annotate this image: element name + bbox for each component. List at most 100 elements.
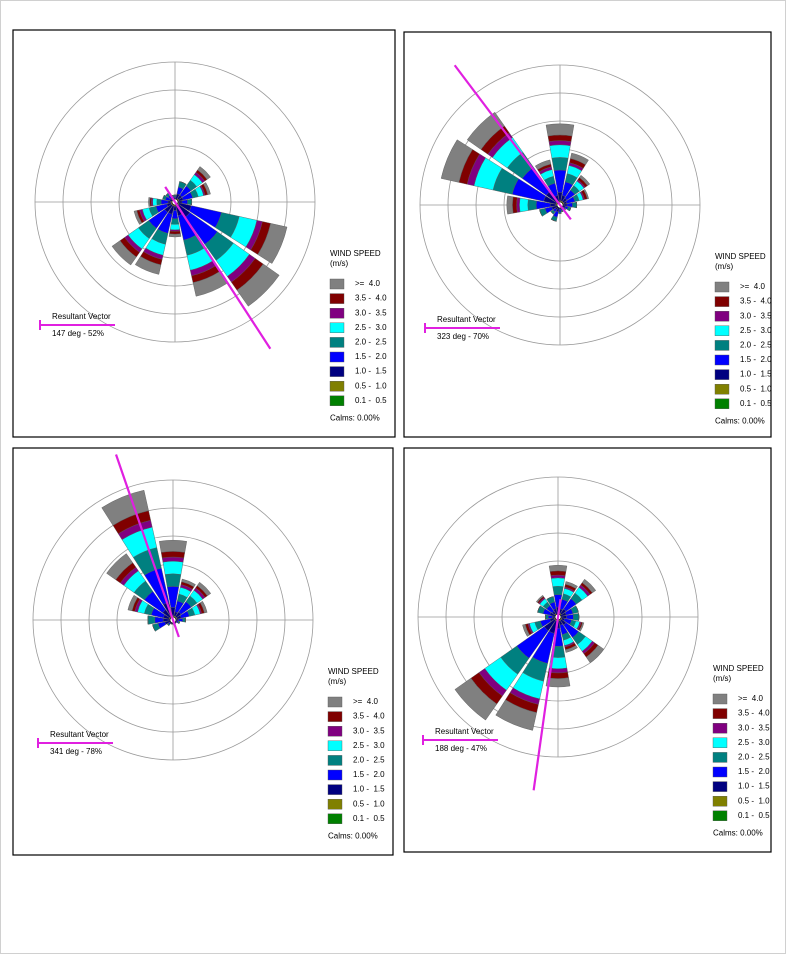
petal-segment — [550, 219, 557, 222]
legend-swatch — [327, 813, 343, 824]
resultant-text: 147 deg - 52% — [52, 329, 104, 338]
petal-segment — [133, 210, 143, 225]
petal-segment — [550, 574, 566, 579]
petal-segment — [161, 556, 185, 563]
legend-label: 3.5 - 4.0 — [355, 294, 387, 303]
legend-swatch — [714, 296, 730, 307]
petal-segment — [203, 182, 211, 195]
resultant-text: 323 deg - 70% — [437, 332, 489, 341]
petal-segment — [134, 256, 162, 275]
legend-swatch — [327, 799, 343, 810]
legend-label: 3.5 - 4.0 — [353, 712, 385, 721]
petal-segment — [539, 209, 543, 217]
legend-label: 0.5 - 1.0 — [353, 799, 385, 808]
legend-swatch — [712, 810, 728, 821]
petal-segment — [159, 539, 187, 553]
legend-swatch — [714, 398, 730, 409]
legend-swatch — [327, 726, 343, 737]
petal-segment — [545, 614, 549, 620]
legend-swatch — [712, 737, 728, 748]
petal-segment — [181, 578, 196, 588]
petal-segment — [545, 677, 571, 688]
petal-segment — [111, 240, 137, 266]
petal-segment — [534, 159, 552, 170]
petal-segment — [581, 578, 597, 594]
petal-segment — [565, 581, 578, 589]
legend-swatch — [327, 784, 343, 795]
petal-segment — [570, 152, 589, 166]
petal-segment — [506, 195, 514, 215]
petal-segment — [579, 174, 591, 186]
petal-segment — [549, 570, 567, 576]
legend-swatch — [714, 354, 730, 366]
legend-label: 0.1 - 0.5 — [353, 814, 385, 823]
petal-segment — [236, 263, 280, 307]
legend-swatch — [329, 322, 345, 333]
legend-label: 1.0 - 1.5 — [355, 367, 387, 376]
legend-label: 3.5 - 4.0 — [740, 297, 772, 306]
legend-unit: (m/s) — [713, 674, 732, 683]
petal-segment — [168, 233, 182, 238]
petal-segment — [546, 596, 554, 600]
petal-segment — [127, 594, 138, 612]
petal-segment — [152, 197, 158, 207]
legend-swatch — [712, 796, 728, 807]
wind-rose-panel: Resultant Vector 188 deg - 47% WIND SPEED(… — [403, 447, 772, 853]
legend-label: 2.5 - 3.0 — [740, 326, 772, 335]
legend-label: 2.5 - 3.0 — [353, 741, 385, 750]
wind-rose-panel: Resultant Vector 147 deg - 52% WIND SPEED(… — [12, 29, 396, 438]
petal-segment — [257, 223, 288, 264]
resultant-label: Resultant Vector — [435, 727, 494, 736]
legend-swatch — [712, 708, 728, 719]
legend-swatch — [712, 752, 728, 763]
calms-label: Calms: 0.00% — [330, 414, 380, 423]
resultant-text: 188 deg - 47% — [435, 744, 487, 753]
petal-segment — [548, 140, 572, 146]
petal-segment — [535, 594, 544, 603]
legend-label: >= 4.0 — [353, 697, 378, 706]
legend-swatch — [714, 369, 730, 380]
legend-swatch — [712, 781, 728, 792]
resultant-label: Resultant Vector — [437, 315, 496, 324]
petal-segment — [549, 144, 571, 159]
legend-swatch — [714, 340, 730, 351]
legend-label: 0.1 - 0.5 — [738, 811, 770, 820]
legend-label: 3.0 - 3.5 — [353, 726, 385, 735]
petal-segment — [522, 624, 530, 637]
petal-segment — [440, 139, 473, 183]
legend-swatch — [327, 696, 343, 708]
legend-swatch — [327, 740, 343, 751]
petal-segment — [552, 586, 564, 596]
legend-label: 0.5 - 1.0 — [355, 381, 387, 390]
legend-swatch — [329, 351, 345, 363]
petal-segment — [179, 181, 187, 185]
legend-label: 2.5 - 3.0 — [738, 738, 770, 747]
legend-label: 2.5 - 3.0 — [355, 323, 387, 332]
legend-unit: (m/s) — [715, 262, 734, 271]
petal-segment — [148, 197, 151, 207]
legend-label: 3.0 - 3.5 — [355, 308, 387, 317]
petal-segment — [152, 624, 156, 632]
petal-segment — [162, 561, 184, 575]
resultant-text: 341 deg - 78% — [50, 747, 102, 756]
petal-segment — [169, 223, 181, 231]
petal-segment — [196, 581, 212, 597]
legend-label: 3.0 - 3.5 — [740, 311, 772, 320]
petal-segment — [547, 134, 573, 142]
petal-segment — [561, 210, 564, 213]
calms-label: Calms: 0.00% — [713, 829, 763, 838]
resultant-label: Resultant Vector — [52, 312, 111, 321]
legend-title: WIND SPEED — [328, 667, 379, 676]
legend-swatch — [327, 769, 343, 781]
legend-swatch — [329, 337, 345, 348]
petal-segment — [162, 195, 165, 200]
legend-label: 0.5 - 1.0 — [740, 384, 772, 393]
petal-segment — [585, 644, 605, 664]
petal-segment — [545, 123, 575, 137]
wind-rose-panel: Resultant Vector 323 deg - 70% WIND SPEED(… — [403, 31, 772, 438]
legend-label: 2.0 - 2.5 — [738, 753, 770, 762]
legend-swatch — [329, 308, 345, 319]
legend-label: 2.0 - 2.5 — [355, 338, 387, 347]
petal-segment — [170, 218, 180, 225]
